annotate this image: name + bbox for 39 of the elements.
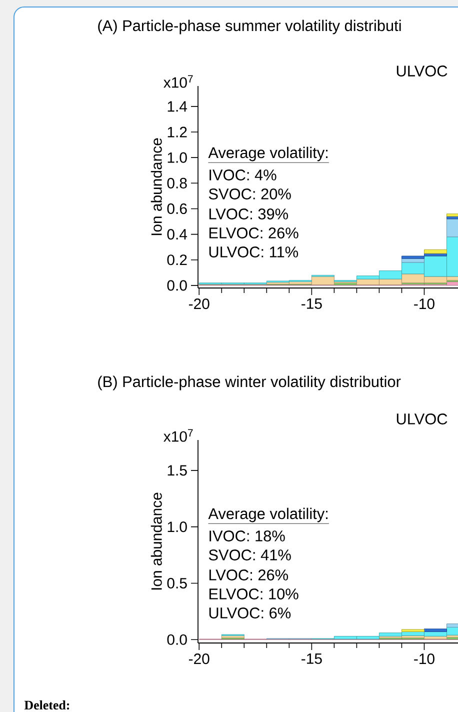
y-tick-label: 0.4 — [167, 229, 188, 240]
text: ULVOC — [396, 414, 448, 424]
chart-title: (B) Particle-phase winter volatility distributior — [98, 376, 401, 390]
chart-title: (A) Particle-phase summer volatility distributi — [98, 20, 401, 34]
x-tick-label: -10 — [414, 298, 434, 310]
y-tick-label: 0.8 — [167, 178, 187, 188]
y-tick-label: 1.5 — [168, 465, 187, 476]
annotation: IVOC: 18% — [210, 530, 285, 542]
y-axis-title: Ion abundance — [150, 492, 162, 590]
x-tick-label: -15 — [302, 298, 322, 309]
annotation: ELVOC: 10% — [209, 588, 298, 600]
y-tick-label: 0.0 — [167, 280, 187, 291]
y-tick-label: 0.5 — [167, 578, 187, 589]
annotation: SVOC: 20% — [208, 188, 291, 200]
annotation: Average volatility: — [208, 508, 328, 522]
x-tick-label: -15 — [302, 654, 322, 664]
y-tick-label: 0.2 — [167, 254, 187, 266]
text: x10$^{7}$ — [164, 429, 193, 442]
y-tick-label: 0.0 — [167, 634, 187, 645]
annotation: LVOC: 26% — [209, 570, 288, 580]
x-tick-label: -20 — [188, 654, 210, 664]
y-tick-label: 1.2 — [168, 126, 187, 138]
annotation: ELVOC: 26% — [209, 228, 298, 238]
text: x10$^{7}$ — [164, 75, 193, 88]
x-tick-label: -20 — [188, 298, 210, 310]
y-tick-label: 1.4 — [168, 101, 188, 112]
annotation: IVOC: 4% — [210, 170, 276, 180]
annotation: SVOC: 41% — [208, 550, 291, 560]
annotation: LVOC: 39% — [209, 208, 288, 220]
y-tick-label: 0.6 — [167, 203, 187, 214]
y-axis-title: Ion abundance — [150, 138, 162, 236]
text: ULVOC — [396, 66, 448, 76]
y-tick-label: 1.0 — [168, 152, 187, 163]
annotation: Average volatility: — [208, 146, 328, 162]
y-tick-label: 1.0 — [168, 522, 187, 532]
annotation: ULVOC: 11% — [209, 246, 298, 258]
annotation: ULVOC: 6% — [209, 608, 291, 618]
text: Deleted: — [24, 700, 70, 710]
x-tick-label: -10 — [414, 654, 434, 664]
